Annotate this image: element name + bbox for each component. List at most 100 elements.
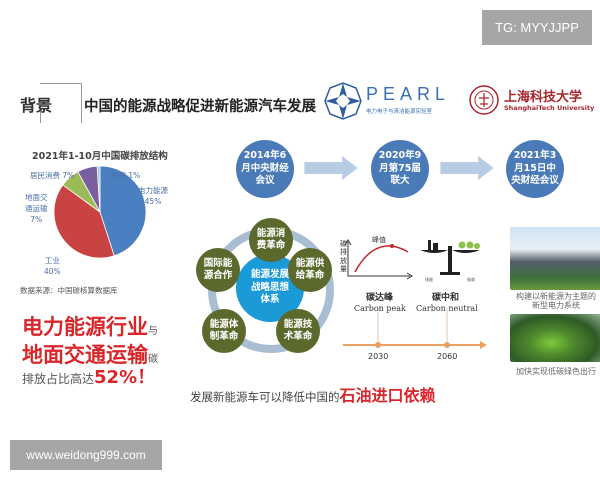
university-name-en: ShanghaiTech University	[504, 104, 595, 112]
year-axis-arrowhead	[480, 341, 487, 349]
pie-label-industry-name: 工业	[44, 256, 60, 265]
bottom-text: 发展新能源车可以降低中国的	[190, 390, 340, 404]
watermark-bottom: www.weidong999.com	[10, 440, 162, 470]
section-bracket-bottom	[40, 105, 41, 123]
event-line: 月15日中	[514, 162, 556, 174]
node-line: 给革命	[295, 270, 325, 281]
carbon-ylabel: 碳排放量	[340, 240, 347, 274]
node-institution: 能源体 制革命	[202, 309, 246, 353]
carbon-neutral-cn: 碳中和	[432, 293, 460, 303]
node-line: 能源消	[256, 228, 286, 240]
highlight-pct: 52%！	[94, 367, 156, 388]
ylabel-char: 量	[340, 265, 347, 274]
ylabel-char: 放	[340, 256, 347, 265]
bottom-statement: 发展新能源车可以降低中国的石油进口依赖	[190, 382, 436, 406]
node-line: 能源技	[283, 319, 313, 331]
pie-chart	[53, 165, 147, 259]
event-line: 会议	[255, 175, 275, 187]
emit-label: 排放	[425, 277, 433, 282]
node-line: 制革命	[209, 331, 239, 342]
event-line: 2014年6	[243, 150, 287, 162]
ylabel-char: 碳	[340, 240, 347, 248]
node-line: 费革命	[256, 240, 286, 251]
ylabel-char: 排	[340, 248, 347, 257]
pie-label-industry: 工业 40%	[44, 256, 61, 277]
node-supply: 能源供 给革命	[288, 248, 332, 292]
highlight-share: 排放占比高达	[22, 372, 95, 386]
event-line: 央财经会议	[511, 175, 559, 187]
pie-label-transport-1: 地面交	[25, 193, 48, 202]
photo-caption-2: 加快实现低碳绿色出行	[516, 367, 596, 376]
section-bracket	[40, 83, 82, 123]
event-line: 2020年9	[378, 150, 422, 162]
university-seal-icon	[469, 85, 499, 115]
bottom-emphasis: 石油进口依赖	[339, 386, 436, 405]
node-line: 源合作	[203, 270, 233, 281]
year-2030: 2030	[368, 352, 389, 361]
center-line: 体系	[260, 294, 280, 306]
timeline-event-2020: 2020年9 月第75届 联大	[371, 140, 429, 198]
pie-label-transport-pct: 7%	[30, 214, 43, 224]
highlight-power: 电力能源行业	[22, 315, 148, 339]
event-line: 联大	[390, 175, 410, 187]
center-line: 战略思想	[250, 281, 289, 293]
caption-line: 新型电力系统	[532, 301, 580, 311]
pie-slice-2	[53, 184, 115, 259]
center-line: 能源发展	[250, 269, 289, 281]
pie-label-aviation: 航空 1%	[111, 171, 141, 180]
year-marker-2060	[444, 342, 450, 348]
node-technology: 能源技 术革命	[276, 309, 320, 353]
pie-slice-5	[96, 165, 101, 213]
highlight-conj1: 与	[148, 326, 158, 337]
pearl-star-icon	[324, 82, 362, 120]
photo-caption-1: 构建以新能源为主题的 新型电力系统	[506, 292, 600, 310]
page-title: 中国的能源战略促进新能源汽车发展	[84, 99, 316, 115]
pie-source: 数据来源：中国碳核算数据库	[20, 286, 118, 295]
pie-label-transport-2: 通运输	[25, 203, 48, 213]
pie-slice-1	[99, 165, 147, 257]
highlight-line1: 电力能源行业与	[22, 311, 158, 341]
year-2060: 2060	[437, 352, 458, 361]
timeline-event-2014: 2014年6 月中央财经 会议	[236, 140, 294, 198]
carbon-peak-en: Carbon peak	[354, 304, 406, 313]
pie-title: 2021年1-10月中国碳排放结构	[32, 151, 168, 162]
event-line: 月第75届	[379, 162, 421, 174]
peak-axes	[344, 239, 413, 280]
year-marker-2030	[375, 342, 381, 348]
pie-label-power-name: 电力能源	[138, 186, 168, 195]
pie-label-power-pct: 45%	[144, 197, 162, 207]
node-line: 术革命	[283, 331, 313, 342]
event-line: 2021年3	[513, 150, 557, 162]
pie-label-power: 电力能源 45%	[138, 185, 168, 208]
watermark-top: TG: MYYJJPP	[482, 10, 592, 45]
peak-value-label: 峰值	[372, 236, 386, 244]
green-car-photo	[510, 314, 600, 362]
timeline-arrow-2	[440, 156, 494, 180]
section-label: 背景	[20, 96, 53, 115]
node-line: 能源体	[209, 319, 239, 331]
peak-curve	[354, 245, 409, 273]
solar-wind-photo	[510, 227, 600, 290]
node-line: 能源供	[295, 258, 325, 270]
pearl-subtitle: 电力电子与清洁能源实验室	[366, 109, 433, 115]
carbon-diagram	[343, 239, 487, 349]
absorb-label: 吸收	[467, 277, 475, 282]
peak-point	[390, 244, 394, 248]
caption-line: 构建以新能源为主题的	[516, 292, 596, 301]
highlight-line2: 地面交通运输碳	[22, 339, 158, 369]
pie-label-transport: 地面交 通运输 7%	[25, 193, 48, 226]
carbon-peak-cn: 碳达峰	[366, 293, 394, 303]
pie-label-industry-pct: 40%	[44, 266, 61, 276]
highlight-line3: 排放占比高达52%！	[22, 363, 155, 389]
timeline-event-2021: 2021年3 月15日中 央财经会议	[506, 140, 564, 198]
node-international: 国际能 源合作	[196, 248, 240, 292]
shanghaitech-logo: 上海科技大学 ShanghaiTech University	[468, 80, 595, 120]
node-consumption: 能源消 费革命	[249, 218, 293, 262]
timeline-arrow-1	[304, 156, 358, 180]
node-line: 国际能	[203, 258, 233, 270]
event-line: 月中央财经	[241, 162, 289, 174]
balance-scale-icon	[420, 240, 480, 275]
carbon-neutral-en: Carbon neutral	[416, 304, 478, 313]
highlight-conj2: 碳	[148, 354, 158, 365]
university-name: 上海科技大学	[504, 90, 583, 105]
